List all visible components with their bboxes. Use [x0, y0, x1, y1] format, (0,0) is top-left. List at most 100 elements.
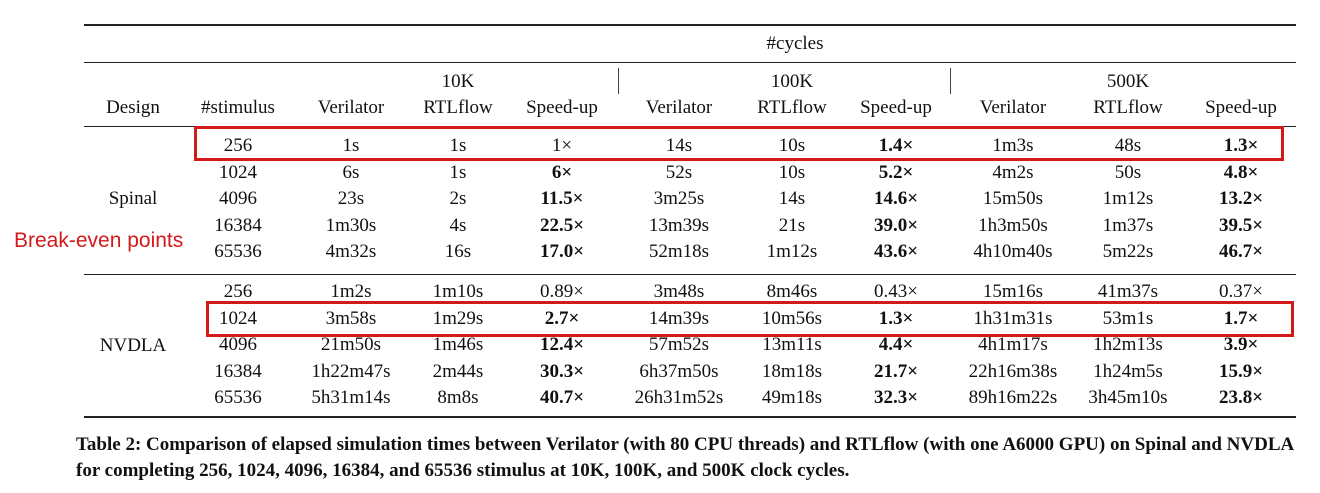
time-cell: 1m29s: [432, 307, 484, 329]
time-cell: 1h24m5s: [1093, 360, 1163, 382]
speedup-cell: 39.0×: [873, 214, 919, 236]
time-cell: 5m22s: [1102, 241, 1154, 262]
speedup-cell: 1.4×: [878, 135, 914, 156]
time-cell: 57m52s: [648, 334, 710, 355]
time-cell: 26h31m52s: [634, 387, 724, 408]
group-separator: [618, 68, 619, 94]
stimulus-cell: 65536: [214, 387, 262, 408]
time-cell: 18m18s: [761, 360, 823, 382]
stimulus-cell: 256: [223, 135, 253, 156]
time-cell: 15m50s: [982, 188, 1044, 209]
stimulus-cell: 65536: [214, 241, 262, 262]
speedup-cell: 13.2×: [1218, 188, 1264, 209]
cycles-rule: [84, 62, 1296, 63]
speedup-cell: 4.8×: [1223, 161, 1259, 183]
time-cell: 4s: [449, 214, 467, 236]
time-cell: 23s: [337, 188, 365, 209]
time-cell: 10s: [778, 135, 806, 156]
time-cell: 1h22m47s: [311, 360, 391, 382]
speedup-cell: 2.7×: [544, 307, 580, 329]
time-cell: 1m10s: [432, 281, 484, 302]
top-rule: [84, 24, 1296, 26]
speedup-cell: 0.37×: [1219, 281, 1263, 302]
break-even-highlight-nvdla: [206, 301, 1294, 337]
header-verilator: Verilator: [979, 97, 1047, 118]
break-even-highlight-spinal: [194, 126, 1284, 161]
time-cell: 5h31m14s: [311, 387, 391, 408]
header-speedup: Speed-up: [526, 97, 598, 118]
group-label-10k: 10K: [441, 71, 475, 92]
speedup-cell: 1.3×: [878, 307, 914, 329]
time-cell: 1m3s: [992, 135, 1034, 156]
speedup-cell: 3.9×: [1223, 334, 1259, 355]
break-even-annotation: Break-even points: [14, 229, 184, 252]
speedup-cell: 5.2×: [878, 161, 914, 183]
speedup-cell: 14.6×: [873, 188, 919, 209]
time-cell: 1m2s: [330, 281, 372, 302]
speedup-cell: 11.5×: [540, 188, 584, 209]
time-cell: 3h45m10s: [1088, 387, 1168, 408]
time-cell: 1s: [449, 135, 467, 156]
time-cell: 3m25s: [653, 188, 705, 209]
time-cell: 4m2s: [992, 161, 1034, 183]
header-verilator: Verilator: [645, 97, 713, 118]
time-cell: 1s: [342, 135, 360, 156]
time-cell: 15m16s: [982, 281, 1044, 302]
time-cell: 14m39s: [648, 307, 710, 329]
speedup-cell: 17.0×: [539, 241, 585, 262]
speedup-cell: 39.5×: [1218, 214, 1264, 236]
time-cell: 22h16m38s: [968, 360, 1058, 382]
stimulus-cell: 256: [223, 281, 253, 302]
stimulus-cell: 16384: [214, 360, 262, 382]
bottom-rule: [84, 416, 1296, 418]
speedup-cell: 0.43×: [874, 281, 918, 302]
speedup-cell: 32.3×: [873, 387, 919, 408]
time-cell: 13m39s: [648, 214, 710, 236]
speedup-cell: 23.8×: [1218, 387, 1264, 408]
time-cell: 4h10m40s: [973, 241, 1053, 262]
time-cell: 49m18s: [761, 387, 823, 408]
header-rtlflow: RTLflow: [1093, 97, 1163, 118]
time-cell: 3m58s: [325, 307, 377, 329]
group-label-100k: 100K: [770, 71, 814, 92]
time-cell: 10m56s: [761, 307, 823, 329]
time-cell: 8m46s: [766, 281, 818, 302]
table-caption: Table 2: Comparison of elapsed simulatio…: [76, 434, 1294, 481]
time-cell: 1h2m13s: [1093, 334, 1163, 355]
time-cell: 1m37s: [1102, 214, 1154, 236]
time-cell: 21s: [778, 214, 806, 236]
time-cell: 4m32s: [325, 241, 377, 262]
stimulus-cell: 4096: [219, 334, 257, 355]
speedup-cell: 43.6×: [873, 241, 919, 262]
time-cell: 4h1m17s: [978, 334, 1048, 355]
speedup-cell: 1.7×: [1223, 307, 1259, 329]
time-cell: 89h16m22s: [968, 387, 1058, 408]
header-rtlflow: RTLflow: [423, 97, 493, 118]
stimulus-cell: 4096: [219, 188, 257, 209]
time-cell: 1h31m31s: [973, 307, 1053, 329]
stimulus-cell: 1024: [219, 307, 257, 329]
time-cell: 2m44s: [432, 360, 484, 382]
speedup-cell: 0.89×: [540, 281, 584, 302]
stimulus-cell: 1024: [219, 161, 257, 183]
time-cell: 2s: [449, 188, 467, 209]
design-label-spinal: Spinal: [108, 188, 158, 209]
cycles-header: #cycles: [766, 33, 824, 54]
group-label-500k: 500K: [1106, 71, 1150, 92]
speedup-cell: 1×: [551, 135, 573, 156]
time-cell: 14s: [665, 135, 693, 156]
stimulus-cell: 16384: [214, 214, 262, 236]
time-cell: 6h37m50s: [639, 360, 719, 382]
time-cell: 16s: [444, 241, 472, 262]
group-separator: [950, 68, 951, 94]
time-cell: 48s: [1114, 135, 1142, 156]
time-cell: 21m50s: [320, 334, 382, 355]
time-cell: 1m30s: [325, 214, 377, 236]
speedup-cell: 22.5×: [539, 214, 585, 236]
speedup-cell: 46.7×: [1218, 241, 1264, 262]
speedup-cell: 30.3×: [539, 360, 585, 382]
time-cell: 1s: [449, 161, 467, 183]
header-speedup: Speed-up: [1205, 97, 1277, 118]
time-cell: 6s: [342, 161, 360, 183]
design-label-nvdla: NVDLA: [99, 335, 167, 356]
